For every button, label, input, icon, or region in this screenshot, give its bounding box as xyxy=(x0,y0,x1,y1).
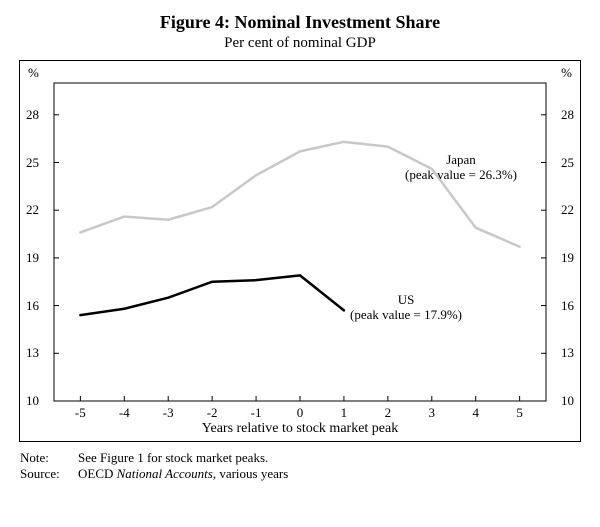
x-tick: -5 xyxy=(75,405,86,421)
chart-plot xyxy=(20,61,580,441)
note-text: See Figure 1 for stock market peaks. xyxy=(78,450,268,466)
x-tick: -3 xyxy=(163,405,174,421)
y-tick-left: 28 xyxy=(26,107,39,123)
x-axis-label: Years relative to stock market peak xyxy=(20,421,580,437)
figure-subtitle: Per cent of nominal GDP xyxy=(16,35,584,52)
label-japan-name: Japan xyxy=(446,152,476,167)
x-tick: -4 xyxy=(119,405,130,421)
y-tick-left: 22 xyxy=(26,202,39,218)
x-tick: 2 xyxy=(385,405,392,421)
label-us: US (peak value = 17.9%) xyxy=(350,293,462,323)
x-tick: 3 xyxy=(429,405,436,421)
y-tick-right: 28 xyxy=(561,107,574,123)
source-text: OECD National Accounts, various years xyxy=(78,466,288,482)
x-tick: -2 xyxy=(207,405,218,421)
y-tick-right: 16 xyxy=(561,298,574,314)
source-key: Source: xyxy=(20,466,72,482)
y-tick-right: 10 xyxy=(561,393,574,409)
x-tick: -1 xyxy=(251,405,262,421)
y-tick-left: 16 xyxy=(26,298,39,314)
x-tick: 1 xyxy=(341,405,348,421)
source-text-b: , various years xyxy=(213,466,288,481)
y-tick-left: 25 xyxy=(26,155,39,171)
y-tick-right: 25 xyxy=(561,155,574,171)
y-tick-left: 19 xyxy=(26,250,39,266)
y-tick-left: 13 xyxy=(26,345,39,361)
source-text-a: OECD xyxy=(78,466,117,481)
x-tick: 5 xyxy=(516,405,523,421)
note-key: Note: xyxy=(20,450,72,466)
x-tick: 0 xyxy=(297,405,304,421)
y-tick-left: 10 xyxy=(26,393,39,409)
y-tick-right: 19 xyxy=(561,250,574,266)
label-japan: Japan (peak value = 26.3%) xyxy=(405,153,517,183)
x-tick: 4 xyxy=(472,405,479,421)
label-us-name: US xyxy=(398,292,415,307)
chart-frame: % % Japan (peak value = 26.3%) US (peak … xyxy=(19,60,581,442)
figure-footer: Note: See Figure 1 for stock market peak… xyxy=(20,450,580,482)
y-tick-right: 13 xyxy=(561,345,574,361)
y-tick-right: 22 xyxy=(561,202,574,218)
figure-title: Figure 4: Nominal Investment Share xyxy=(16,12,584,33)
label-japan-peak: (peak value = 26.3%) xyxy=(405,167,517,182)
source-text-italic: National Accounts xyxy=(117,466,213,481)
label-us-peak: (peak value = 17.9%) xyxy=(350,307,462,322)
